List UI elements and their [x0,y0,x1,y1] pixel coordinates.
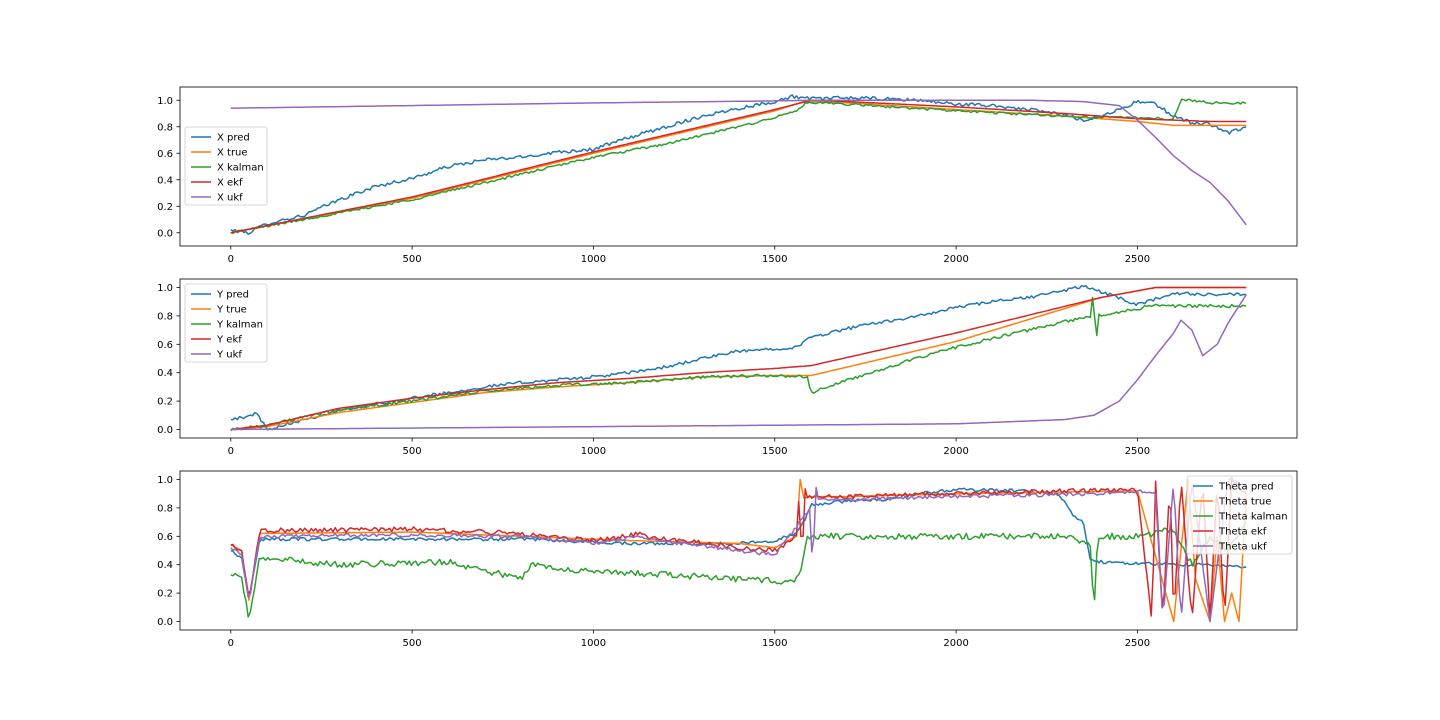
x-tick-label: 500 [403,254,422,265]
legend-label: X true [217,148,248,159]
y-tick-label: 0.2 [157,397,173,408]
x-tick-label: 0 [228,254,234,265]
y-tick-label: 0.6 [157,532,173,543]
x-tick-label: 2000 [943,254,968,265]
legend-label: X ekf [217,178,243,189]
legend-box [1186,475,1293,555]
y-tick-label: 0.6 [157,340,173,351]
x-tick-label: 500 [403,446,422,457]
series-line-x-ekf [230,99,1247,234]
legend-label: Theta kalman [1218,512,1288,523]
series-line-y-ekf [230,286,1247,431]
axes-frame [179,278,1298,439]
series-line-theta-kalman [230,521,1247,618]
series-group [230,94,1247,235]
x-tick-label: 0 [228,446,234,457]
y-tick-label: 1.0 [157,475,173,486]
legend-label: Theta ukf [1218,542,1267,553]
y-tick-label: 0.2 [157,202,173,213]
series-line-x-kalman [230,98,1247,235]
series-group [230,284,1247,432]
legend-label: Y kalman [216,320,263,331]
axes-frame [179,470,1298,631]
x-tick-label: 1500 [762,446,787,457]
y-tick-label: 0.4 [157,560,173,571]
legend-label: X ukf [217,193,243,204]
y-tick-label: 0.8 [157,122,173,133]
y-tick-label: 0.6 [157,149,173,160]
legend-label: Theta true [1218,497,1271,508]
series-group [230,476,1247,623]
axes-frame [179,86,1298,247]
legend-label: X pred [217,133,250,144]
y-tick-label: 1.0 [157,96,173,107]
y-tick-label: 0.0 [157,617,173,628]
subplot-y: 0 500 1000 1500 2000 2500 0.0 0.2 0.4 0.6 0.8 1.0 Y … [157,278,1298,457]
subplot-x: 0 500 1000 1500 2000 2500 0.0 0.2 0.4 0.6 0.8 1.0 X … [157,86,1298,265]
legend: X pred X true X kalman X ekf X ukf [184,126,268,206]
series-line-x-pred [230,94,1247,235]
legend-box [184,283,268,363]
legend-label: Theta pred [1218,482,1274,493]
series-line-y-ukf [230,294,1247,431]
x-tick-label: 1000 [581,254,606,265]
x-tick-label: 2500 [1125,254,1150,265]
legend-label: Y ekf [216,335,242,346]
x-tick-label: 0 [228,638,234,649]
legend: Y pred Y true Y kalman Y ekf Y ukf [184,283,268,363]
x-tick-label: 1500 [762,638,787,649]
y-tick-label: 1.0 [157,283,173,294]
y-tick-label: 0.8 [157,311,173,322]
x-tick-label: 1000 [581,638,606,649]
y-tick-label: 0.0 [157,425,173,436]
legend-label: Y true [216,305,247,316]
y-tick-label: 0.0 [157,228,173,239]
series-line-x-ukf [230,99,1247,226]
legend-label: Theta ekf [1218,527,1267,538]
series-line-y-kalman [230,296,1247,432]
y-tick-label: 0.2 [157,589,173,600]
y-tick-label: 0.4 [157,175,173,186]
x-tick-label: 500 [403,638,422,649]
x-tick-label: 1000 [581,446,606,457]
x-tick-label: 2500 [1125,638,1150,649]
legend-label: Y pred [216,290,249,301]
series-line-theta-ekf [230,476,1247,620]
x-tick-label: 1500 [762,254,787,265]
legend: Theta pred Theta true Theta kalman Theta ek… [1186,475,1293,555]
x-tick-label: 2000 [943,446,968,457]
legend-label: Y ukf [216,350,242,361]
y-tick-label: 0.8 [157,503,173,514]
y-tick-label: 0.4 [157,368,173,379]
subplot-theta: 0 500 1000 1500 2000 2500 0.0 0.2 0.4 0.6 0.8 1.0 Th… [157,470,1298,649]
x-tick-label: 2000 [943,638,968,649]
series-line-theta-ukf [230,478,1247,623]
x-tick-label: 2500 [1125,446,1150,457]
legend-box [184,126,268,206]
legend-label: X kalman [217,163,264,174]
